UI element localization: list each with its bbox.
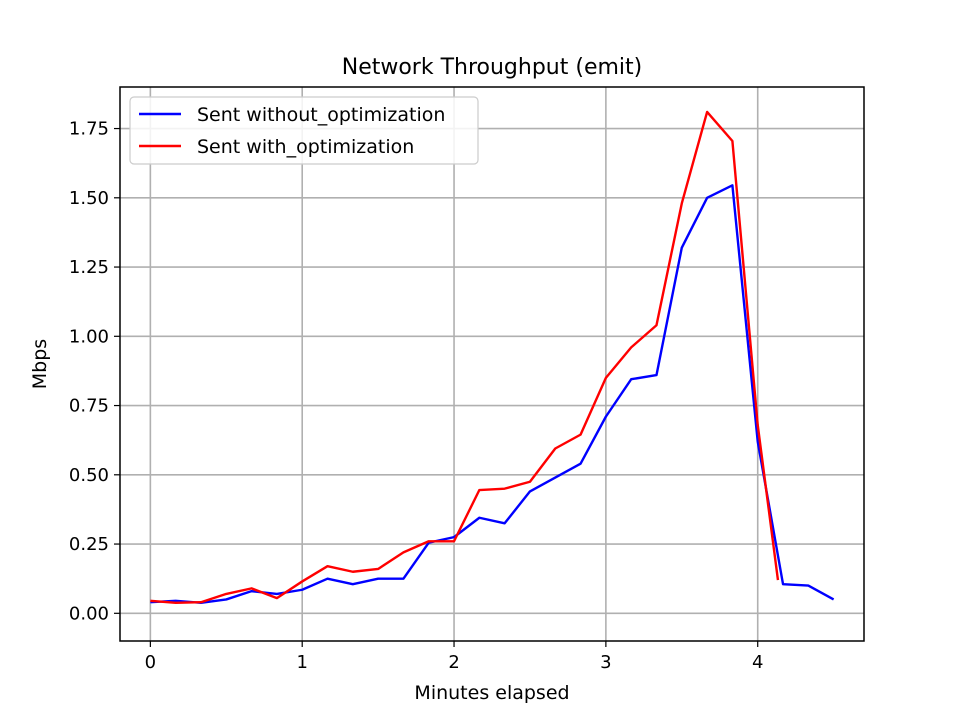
y-axis-label: Mbps: [29, 339, 51, 389]
legend-box: [129, 96, 479, 165]
y-tick-label: 0.75: [69, 396, 109, 417]
x-tick-label: 0: [145, 652, 156, 673]
y-tick-label: 1.50: [69, 188, 109, 209]
y-tick-label: 0.50: [69, 465, 109, 486]
y-tick-label: 1.25: [69, 257, 109, 278]
y-tick-label: 0.00: [69, 603, 109, 624]
chart-title: Network Throughput (emit): [342, 55, 643, 80]
series-line-2: [150, 110, 780, 604]
x-tick-label: 3: [600, 652, 611, 673]
legend-label-1: Sent without_optimization: [197, 104, 445, 126]
x-tick-label: 1: [296, 652, 307, 673]
y-tick-label: 0.25: [69, 534, 109, 555]
y-tick-label: 1.75: [69, 119, 109, 140]
y-tick-label: 1.00: [69, 326, 109, 347]
legend-label-2: Sent with_optimization: [197, 136, 414, 158]
axis-ticks: 0 1 2 3 4 0.00 0.25 0.50 0.75 1.00 1.25 1.50 1.75: [69, 119, 764, 673]
x-tick-label: 4: [752, 652, 763, 673]
x-tick-label: 2: [448, 652, 459, 673]
plot-frame: [119, 86, 865, 642]
x-axis-label: Minutes elapsed: [414, 682, 569, 704]
legend: Sent without_optimization Sent with_optim…: [129, 96, 479, 165]
series-lines: [150, 110, 835, 604]
